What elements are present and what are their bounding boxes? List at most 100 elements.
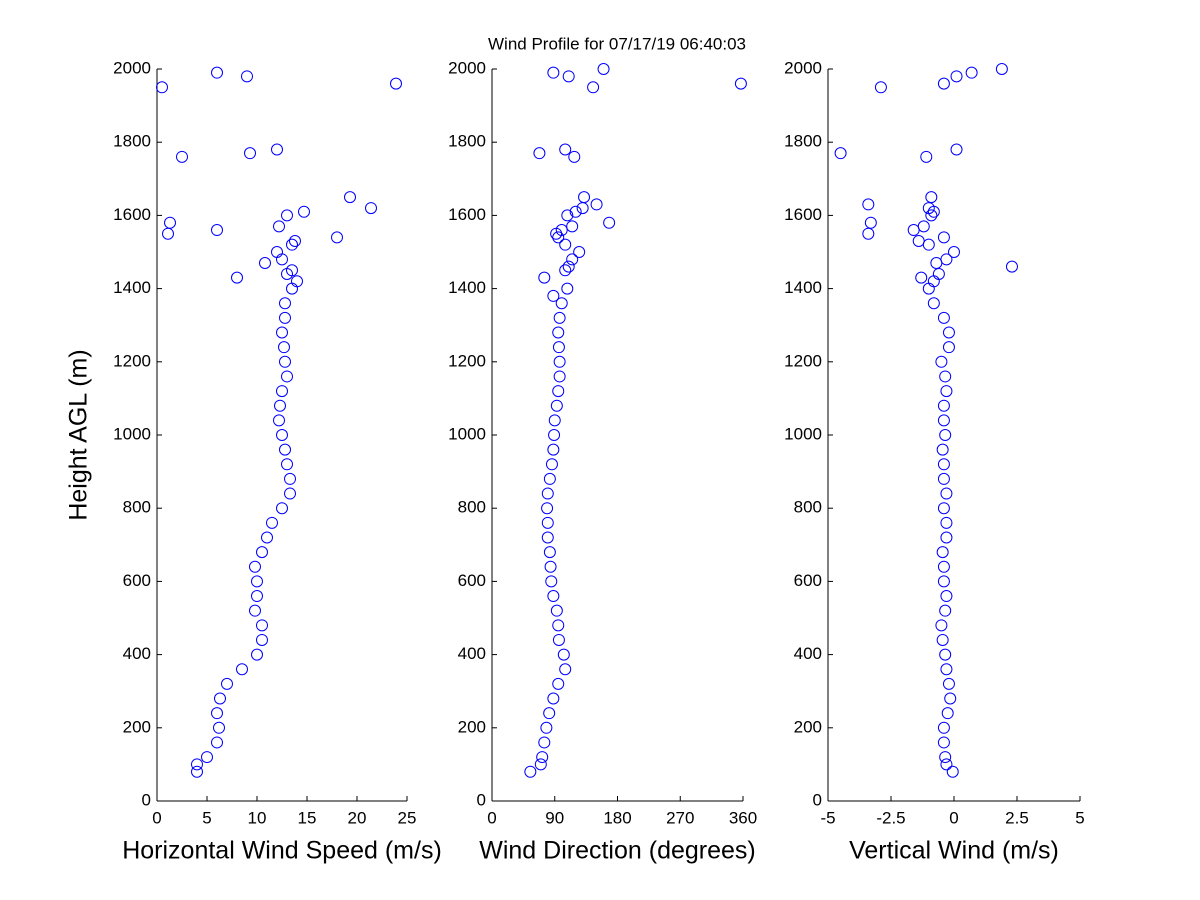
- point: [214, 692, 226, 705]
- point: [201, 751, 213, 764]
- point: [942, 341, 955, 354]
- point: [256, 619, 268, 632]
- y-tick-label: 200: [458, 717, 486, 736]
- point: [289, 235, 301, 248]
- point: [937, 736, 950, 749]
- x-tick-label: 360: [729, 808, 757, 827]
- point: [936, 546, 949, 559]
- point: [241, 70, 253, 83]
- y-tick-label: 1200: [113, 351, 151, 370]
- point: [550, 604, 563, 617]
- x-tick-label: 90: [545, 808, 564, 827]
- y-tick-label: 600: [458, 571, 486, 590]
- point: [191, 765, 203, 778]
- x-tick-label: 25: [398, 808, 417, 827]
- x-tick-label: 5: [202, 808, 211, 827]
- point: [276, 385, 288, 398]
- point: [284, 472, 296, 485]
- point: [927, 205, 940, 218]
- point: [538, 736, 551, 749]
- point: [603, 216, 616, 229]
- point: [536, 751, 549, 764]
- point: [864, 216, 877, 229]
- y-tick-label: 800: [458, 498, 486, 517]
- point: [547, 289, 560, 302]
- point: [566, 220, 579, 233]
- point: [543, 472, 556, 485]
- point: [541, 516, 554, 529]
- y-tick-label: 1800: [113, 132, 151, 151]
- point: [941, 707, 954, 720]
- y-tick-label: 1000: [113, 424, 151, 443]
- point: [573, 246, 586, 258]
- point: [578, 191, 591, 204]
- point: [211, 736, 223, 749]
- y-tick-label: 600: [123, 571, 151, 590]
- point: [249, 560, 261, 573]
- point: [547, 590, 560, 603]
- point: [874, 81, 887, 94]
- y-tick-label: 1200: [784, 351, 822, 370]
- point: [937, 721, 950, 734]
- point: [550, 399, 563, 412]
- point: [552, 385, 565, 398]
- point: [935, 355, 948, 368]
- point: [540, 721, 553, 734]
- point: [251, 590, 263, 603]
- point: [271, 143, 283, 156]
- point: [937, 472, 950, 485]
- x-tick-label: 180: [603, 808, 631, 827]
- point: [834, 147, 847, 160]
- point: [279, 311, 291, 324]
- point: [541, 531, 554, 544]
- point: [587, 81, 600, 94]
- point: [935, 619, 948, 632]
- y-tick-label: 1400: [448, 278, 486, 297]
- point: [937, 560, 950, 573]
- point: [940, 487, 953, 500]
- point: [211, 66, 223, 79]
- point: [937, 231, 950, 244]
- point: [278, 341, 290, 354]
- point: [533, 147, 546, 160]
- point: [942, 326, 955, 339]
- point: [273, 220, 285, 233]
- point: [917, 220, 930, 233]
- point: [566, 253, 579, 266]
- point: [590, 198, 603, 211]
- point: [925, 209, 938, 222]
- x-tick-label: 270: [666, 808, 694, 827]
- point: [251, 648, 263, 661]
- x-tick-label: 5: [1075, 808, 1084, 827]
- point: [231, 271, 243, 284]
- point: [937, 414, 950, 427]
- point: [562, 70, 575, 83]
- point: [561, 209, 574, 222]
- point: [281, 458, 293, 471]
- x-tick-label: -2.5: [876, 808, 905, 827]
- point: [298, 205, 310, 218]
- y-tick-label: 800: [794, 498, 822, 517]
- y-axis-label: Height AGL (m): [65, 349, 93, 520]
- point: [273, 414, 285, 427]
- point: [256, 546, 268, 559]
- y-tick-label: 1800: [448, 132, 486, 151]
- point: [965, 66, 978, 79]
- y-tick-label: 1200: [448, 351, 486, 370]
- x-tick-label: 20: [348, 808, 367, 827]
- point: [191, 758, 203, 771]
- point: [557, 648, 570, 661]
- point: [562, 260, 575, 273]
- point: [939, 429, 952, 441]
- point: [944, 692, 957, 705]
- point: [946, 765, 959, 778]
- x-tick-label: 0: [949, 808, 958, 827]
- point: [524, 765, 537, 778]
- y-tick-label: 1600: [448, 205, 486, 224]
- point: [939, 751, 952, 764]
- point: [927, 297, 940, 310]
- point: [266, 516, 278, 529]
- point: [276, 429, 288, 441]
- x-axis-label: Horizontal Wind Speed (m/s): [122, 837, 442, 865]
